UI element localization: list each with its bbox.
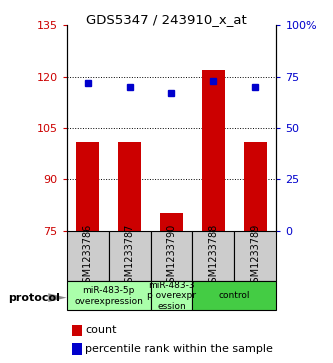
- Bar: [192, 281, 276, 310]
- Bar: [160, 213, 183, 231]
- Text: GSM1233786: GSM1233786: [83, 223, 93, 289]
- Bar: [244, 142, 267, 231]
- Bar: [76, 142, 99, 231]
- Text: GSM1233790: GSM1233790: [166, 223, 176, 289]
- Bar: [67, 231, 109, 281]
- Text: miR-483-5p
overexpression: miR-483-5p overexpression: [74, 286, 143, 306]
- Bar: [234, 231, 276, 281]
- Text: percentile rank within the sample: percentile rank within the sample: [85, 344, 273, 354]
- Text: GDS5347 / 243910_x_at: GDS5347 / 243910_x_at: [86, 13, 247, 26]
- Bar: [151, 231, 192, 281]
- Text: protocol: protocol: [8, 293, 60, 303]
- Text: GSM1233789: GSM1233789: [250, 223, 260, 289]
- Bar: [202, 70, 225, 231]
- Text: control: control: [219, 291, 250, 300]
- Bar: [109, 231, 151, 281]
- Bar: [118, 142, 141, 231]
- Text: miR-483-3
p overexpr
ession: miR-483-3 p overexpr ession: [147, 281, 196, 311]
- Bar: [151, 281, 192, 310]
- Bar: [67, 281, 151, 310]
- Text: GSM1233787: GSM1233787: [125, 223, 135, 289]
- Polygon shape: [48, 293, 67, 302]
- Text: GSM1233788: GSM1233788: [208, 223, 218, 289]
- Bar: [192, 231, 234, 281]
- Text: count: count: [85, 325, 117, 335]
